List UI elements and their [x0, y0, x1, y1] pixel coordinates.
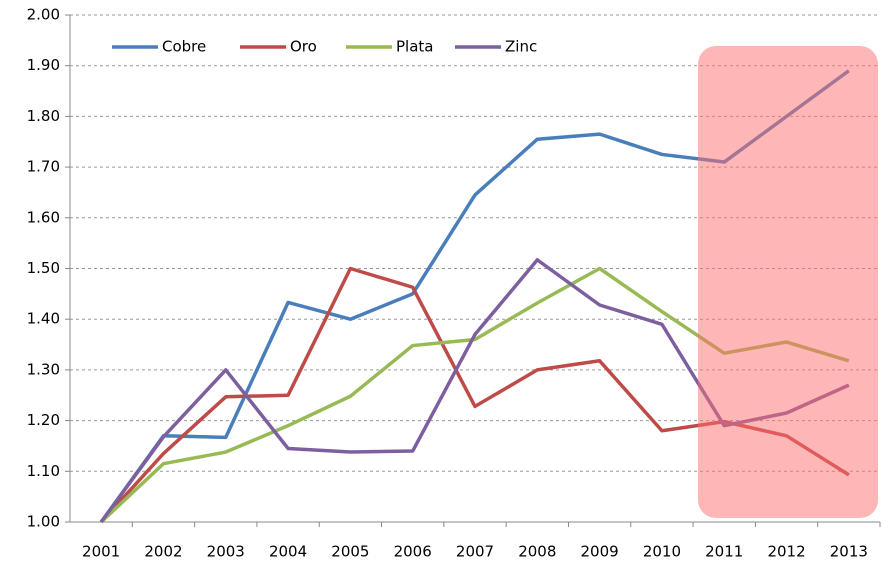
- y-tick-label: 1.00: [27, 513, 60, 531]
- y-tick-label: 2.00: [27, 6, 60, 24]
- y-tick-label: 1.30: [27, 360, 60, 378]
- legend-label: Oro: [290, 38, 317, 56]
- y-tick-label: 1.40: [27, 310, 60, 328]
- legend-label: Plata: [396, 38, 433, 56]
- y-tick-label: 1.70: [27, 158, 60, 176]
- legend-label: Cobre: [162, 38, 206, 56]
- y-tick-label: 1.20: [27, 411, 60, 429]
- y-tick-label: 1.80: [27, 107, 60, 125]
- x-tick-label: 2011: [705, 543, 743, 561]
- x-tick-label: 2003: [207, 543, 245, 561]
- y-tick-label: 1.10: [27, 462, 60, 480]
- y-tick-label: 1.50: [27, 259, 60, 277]
- x-tick-label: 2012: [767, 543, 805, 561]
- x-tick-label: 2004: [269, 543, 307, 561]
- x-tick-label: 2013: [830, 543, 868, 561]
- x-tick-label: 2008: [518, 543, 556, 561]
- highlight-region: [698, 46, 878, 518]
- y-tick-label: 1.90: [27, 56, 60, 74]
- x-tick-label: 2007: [456, 543, 494, 561]
- x-tick-label: 2010: [643, 543, 681, 561]
- y-tick-label: 1.60: [27, 208, 60, 226]
- x-tick-label: 2001: [82, 543, 120, 561]
- x-tick-label: 2006: [394, 543, 432, 561]
- x-tick-label: 2005: [331, 543, 369, 561]
- x-tick-label: 2009: [581, 543, 619, 561]
- legend-label: Zinc: [505, 38, 537, 56]
- x-tick-label: 2002: [144, 543, 182, 561]
